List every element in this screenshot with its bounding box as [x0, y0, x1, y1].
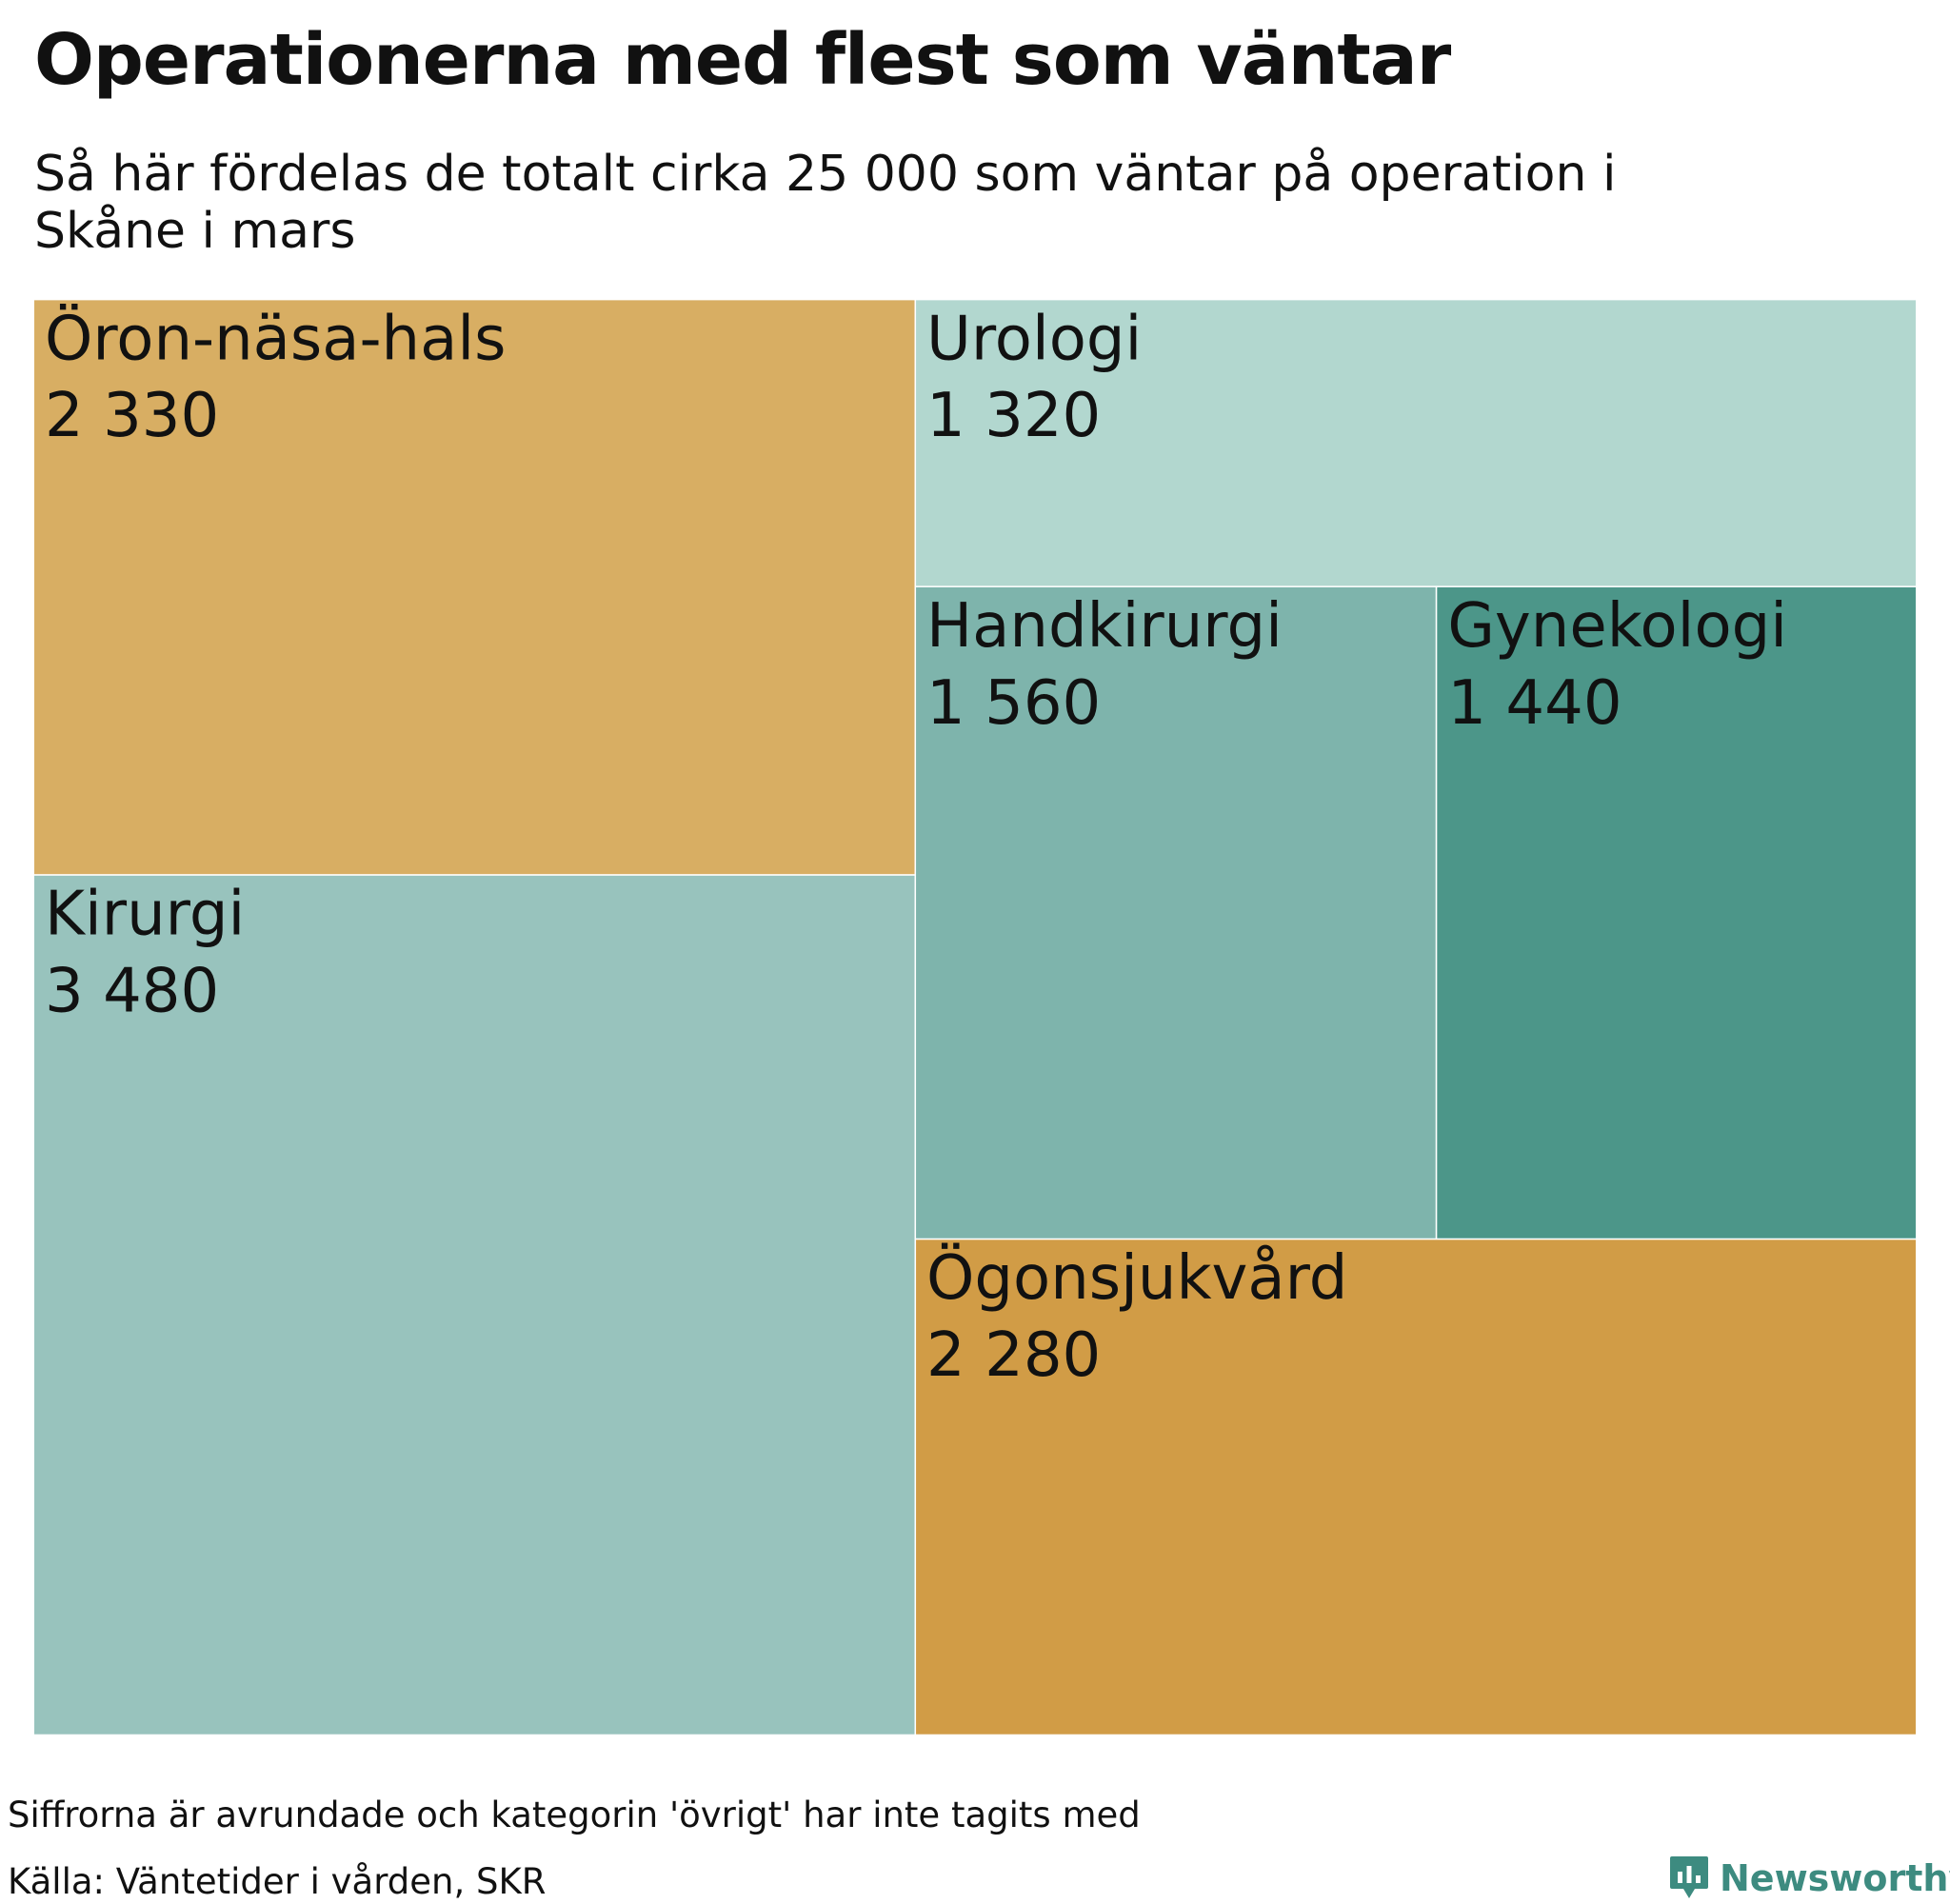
treemap-value: 1 440: [1447, 668, 1622, 739]
treemap-value: 1 320: [926, 381, 1101, 451]
treemap-rect: [914, 1238, 1918, 1736]
treemap-label: Ögonsjukvård: [926, 1242, 1347, 1314]
source-note: Källa: Väntetider i vården, SKR: [8, 1861, 547, 1902]
newsworthy-logo-icon: [1670, 1856, 1708, 1898]
chart-subtitle: Så här fördelas de totalt cirka 25 000 s…: [34, 146, 1617, 260]
treemap-label: Gynekologi: [1447, 591, 1787, 662]
treemap-value: 2 330: [45, 381, 219, 451]
brand-name: Newsworthy: [1720, 1857, 1950, 1899]
treemap-rect: [32, 298, 917, 876]
treemap-label: Öron-näsa-hals: [45, 303, 506, 374]
treemap-value: 2 280: [926, 1320, 1101, 1391]
chart-title: Operationerna med flest som väntar: [34, 19, 1451, 101]
treemap-value: 1 560: [926, 668, 1101, 739]
treemap-label: Kirurgi: [45, 880, 245, 950]
treemap-rect: [914, 585, 1438, 1240]
treemap-value: 3 480: [45, 957, 219, 1027]
footnote: Siffrorna är avrundade och kategorin 'öv…: [8, 1795, 1141, 1835]
treemap-rect: [32, 874, 917, 1736]
treemap-label: Urologi: [926, 304, 1142, 374]
treemap-rect: [914, 298, 1918, 587]
treemap-label: Handkirurgi: [926, 591, 1283, 662]
brand-logo: Newsworthy: [1668, 1854, 1950, 1902]
treemap-rect: [1435, 585, 1918, 1240]
